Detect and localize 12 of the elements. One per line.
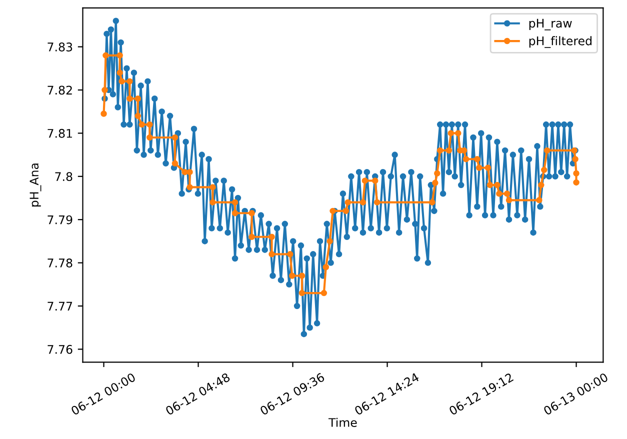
y-tick-label: 7.77 [48,302,72,310]
y-tick-label: 7.83 [48,42,72,52]
legend-label: pH_raw [529,18,572,30]
y-tick-label: 7.79 [48,215,72,224]
y-tick-label: 7.82 [48,86,72,95]
y-tick-label: 7.81 [48,128,72,138]
y-tick-label: 7.78 [48,258,72,268]
y-axis-title: pH_Ana [30,164,42,206]
x-axis-title: Time [328,418,357,427]
y-tick-label: 7.8 [55,172,72,182]
y-tick-label: 7.76 [48,344,72,354]
legend-label: pH_filtered [529,36,592,48]
